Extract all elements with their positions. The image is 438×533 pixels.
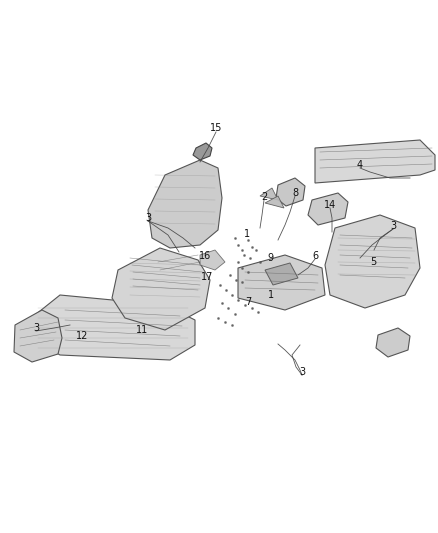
Text: 3: 3 [145, 213, 151, 223]
Text: 14: 14 [324, 200, 336, 210]
Text: 8: 8 [292, 188, 298, 198]
Text: 1: 1 [244, 229, 250, 239]
Text: 17: 17 [201, 272, 213, 282]
Polygon shape [265, 196, 284, 208]
Text: 3: 3 [390, 221, 396, 231]
Text: 11: 11 [136, 325, 148, 335]
Polygon shape [14, 310, 62, 362]
Polygon shape [265, 263, 298, 285]
Text: 7: 7 [245, 297, 251, 307]
Polygon shape [193, 143, 212, 160]
Polygon shape [315, 140, 435, 183]
Polygon shape [238, 255, 325, 310]
Polygon shape [35, 295, 195, 360]
Text: 5: 5 [370, 257, 376, 267]
Text: 3: 3 [299, 367, 305, 377]
Polygon shape [112, 248, 210, 330]
Polygon shape [308, 193, 348, 225]
Polygon shape [148, 160, 222, 248]
Text: 6: 6 [312, 251, 318, 261]
Text: 1: 1 [268, 290, 274, 300]
Text: 12: 12 [76, 331, 88, 341]
Text: 9: 9 [267, 253, 273, 263]
Text: 2: 2 [261, 192, 267, 202]
Polygon shape [260, 188, 278, 200]
Polygon shape [325, 215, 420, 308]
Text: 15: 15 [210, 123, 222, 133]
Polygon shape [276, 178, 305, 206]
Polygon shape [200, 250, 225, 270]
Polygon shape [376, 328, 410, 357]
Text: 3: 3 [33, 323, 39, 333]
Text: 16: 16 [199, 251, 211, 261]
Text: 4: 4 [357, 160, 363, 170]
